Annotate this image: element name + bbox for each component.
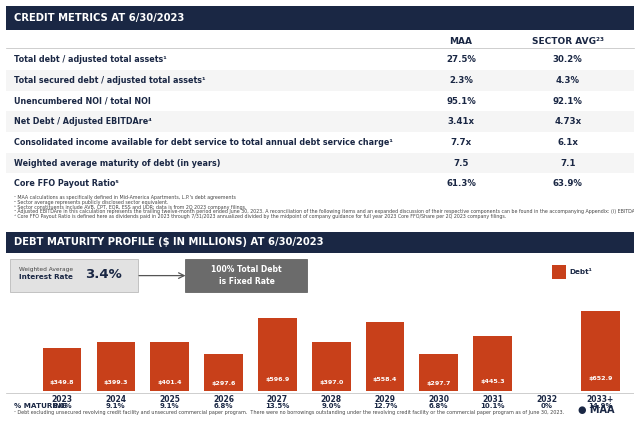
Text: 12.7%: 12.7% (373, 403, 397, 409)
Text: ¹ MAA calculations as specifically defined in Mid-America Apartments, L.P.'s deb: ¹ MAA calculations as specifically defin… (14, 195, 236, 200)
Text: 7.7x: 7.7x (451, 138, 472, 147)
Text: 4.3%: 4.3% (556, 76, 580, 85)
Text: Total secured debt / adjusted total assets¹: Total secured debt / adjusted total asse… (14, 76, 205, 85)
Text: 0%: 0% (540, 403, 552, 409)
Text: Unencumbered NOI / total NOI: Unencumbered NOI / total NOI (14, 97, 151, 106)
Text: 2025: 2025 (159, 395, 180, 404)
Text: ¹ Debt excluding unsecured revolving credit facility and unsecured commercial pa: ¹ Debt excluding unsecured revolving cre… (14, 410, 564, 415)
Text: ³ Sector constituents include AVB, CPT, EQR, ESS and UDR; data is from 2Q 2023 c: ³ Sector constituents include AVB, CPT, … (14, 204, 246, 210)
Text: Core FFO Payout Ratio⁵: Core FFO Payout Ratio⁵ (14, 179, 119, 188)
Bar (581, 311, 620, 391)
Text: 13.5%: 13.5% (265, 403, 289, 409)
Text: $445.3: $445.3 (481, 379, 505, 384)
Text: $652.9: $652.9 (588, 376, 612, 381)
Bar (258, 318, 297, 391)
Text: Total debt / adjusted total assets¹: Total debt / adjusted total assets¹ (14, 55, 166, 64)
Text: Interest Rate: Interest Rate (19, 274, 73, 280)
FancyBboxPatch shape (6, 153, 634, 173)
Text: $297.6: $297.6 (211, 381, 236, 386)
FancyBboxPatch shape (6, 112, 634, 132)
Bar (150, 342, 189, 391)
Text: 9.0%: 9.0% (321, 403, 341, 409)
Text: $397.0: $397.0 (319, 380, 344, 385)
Text: 10.1%: 10.1% (481, 403, 505, 409)
Text: Debt¹: Debt¹ (569, 269, 592, 275)
Text: 2033+: 2033+ (587, 395, 614, 404)
Text: 6.8%: 6.8% (214, 403, 234, 409)
Text: CREDIT METRICS AT 6/30/2023: CREDIT METRICS AT 6/30/2023 (14, 13, 184, 23)
FancyBboxPatch shape (6, 232, 634, 253)
Text: 14.9%: 14.9% (588, 403, 612, 409)
Text: ⁵ Core FFO Payout Ratio is defined here as dividends paid in 2023 through 7/31/2: ⁵ Core FFO Payout Ratio is defined here … (14, 214, 506, 219)
Text: 9.1%: 9.1% (106, 403, 125, 409)
Text: 6.1x: 6.1x (557, 138, 579, 147)
Text: 63.9%: 63.9% (553, 179, 582, 188)
Text: $349.8: $349.8 (50, 380, 74, 386)
Text: 2024: 2024 (106, 395, 127, 404)
Text: 2031: 2031 (482, 395, 503, 404)
Text: 6.8%: 6.8% (429, 403, 449, 409)
Text: 8.0%: 8.0% (52, 403, 72, 409)
Text: 2028: 2028 (321, 395, 342, 404)
Bar (419, 354, 458, 391)
Text: 2026: 2026 (213, 395, 234, 404)
Text: 7.5: 7.5 (453, 158, 469, 167)
Text: $401.4: $401.4 (157, 380, 182, 385)
Text: 27.5%: 27.5% (446, 55, 476, 64)
Text: 2029: 2029 (374, 395, 396, 404)
Text: Consolidated income available for debt service to total annual debt service char: Consolidated income available for debt s… (14, 138, 393, 147)
Text: 2032: 2032 (536, 395, 557, 404)
FancyBboxPatch shape (6, 6, 634, 30)
Text: 3.41x: 3.41x (447, 117, 475, 126)
Text: $399.3: $399.3 (104, 380, 128, 385)
Text: 100% Total Debt
is Fixed Rate: 100% Total Debt is Fixed Rate (211, 265, 282, 286)
FancyBboxPatch shape (552, 265, 566, 279)
Text: SECTOR AVG²³: SECTOR AVG²³ (532, 37, 604, 46)
FancyBboxPatch shape (6, 70, 634, 91)
FancyBboxPatch shape (10, 259, 138, 292)
Text: $558.4: $558.4 (373, 377, 397, 383)
Text: ² Sector average represents publicly disclosed sector equivalent.: ² Sector average represents publicly dis… (14, 200, 168, 205)
Text: 95.1%: 95.1% (446, 97, 476, 106)
Text: 2023: 2023 (52, 395, 72, 404)
Text: 61.3%: 61.3% (446, 179, 476, 188)
Text: 3.4%: 3.4% (85, 268, 122, 281)
Text: 2.3%: 2.3% (449, 76, 473, 85)
Text: 30.2%: 30.2% (553, 55, 582, 64)
Text: ● MAA: ● MAA (579, 405, 615, 415)
Bar (43, 348, 81, 391)
Text: 92.1%: 92.1% (553, 97, 582, 106)
Bar (97, 342, 135, 391)
Text: Net Debt / Adjusted EBITDAre⁴: Net Debt / Adjusted EBITDAre⁴ (14, 117, 152, 126)
Text: $596.9: $596.9 (265, 377, 289, 382)
Text: 4.73x: 4.73x (554, 117, 581, 126)
Text: ⁴ Adjusted EBITDAre in this calculation represents the trailing twelve-month per: ⁴ Adjusted EBITDAre in this calculation … (14, 209, 640, 214)
Bar (365, 322, 404, 391)
Text: % MATURING: % MATURING (14, 403, 67, 409)
Text: Weighted average maturity of debt (in years): Weighted average maturity of debt (in ye… (14, 158, 220, 167)
Text: $297.7: $297.7 (427, 381, 451, 386)
FancyBboxPatch shape (185, 259, 307, 292)
Bar (312, 342, 351, 391)
Bar (474, 336, 512, 391)
Text: 2030: 2030 (428, 395, 449, 404)
Text: Weighted Average: Weighted Average (19, 267, 73, 272)
Text: 2027: 2027 (267, 395, 288, 404)
Text: 9.1%: 9.1% (160, 403, 180, 409)
Text: 7.1: 7.1 (560, 158, 575, 167)
Text: DEBT MATURITY PROFILE ($ IN MILLIONS) AT 6/30/2023: DEBT MATURITY PROFILE ($ IN MILLIONS) AT… (14, 237, 323, 248)
Text: MAA: MAA (450, 37, 472, 46)
Bar (204, 354, 243, 391)
